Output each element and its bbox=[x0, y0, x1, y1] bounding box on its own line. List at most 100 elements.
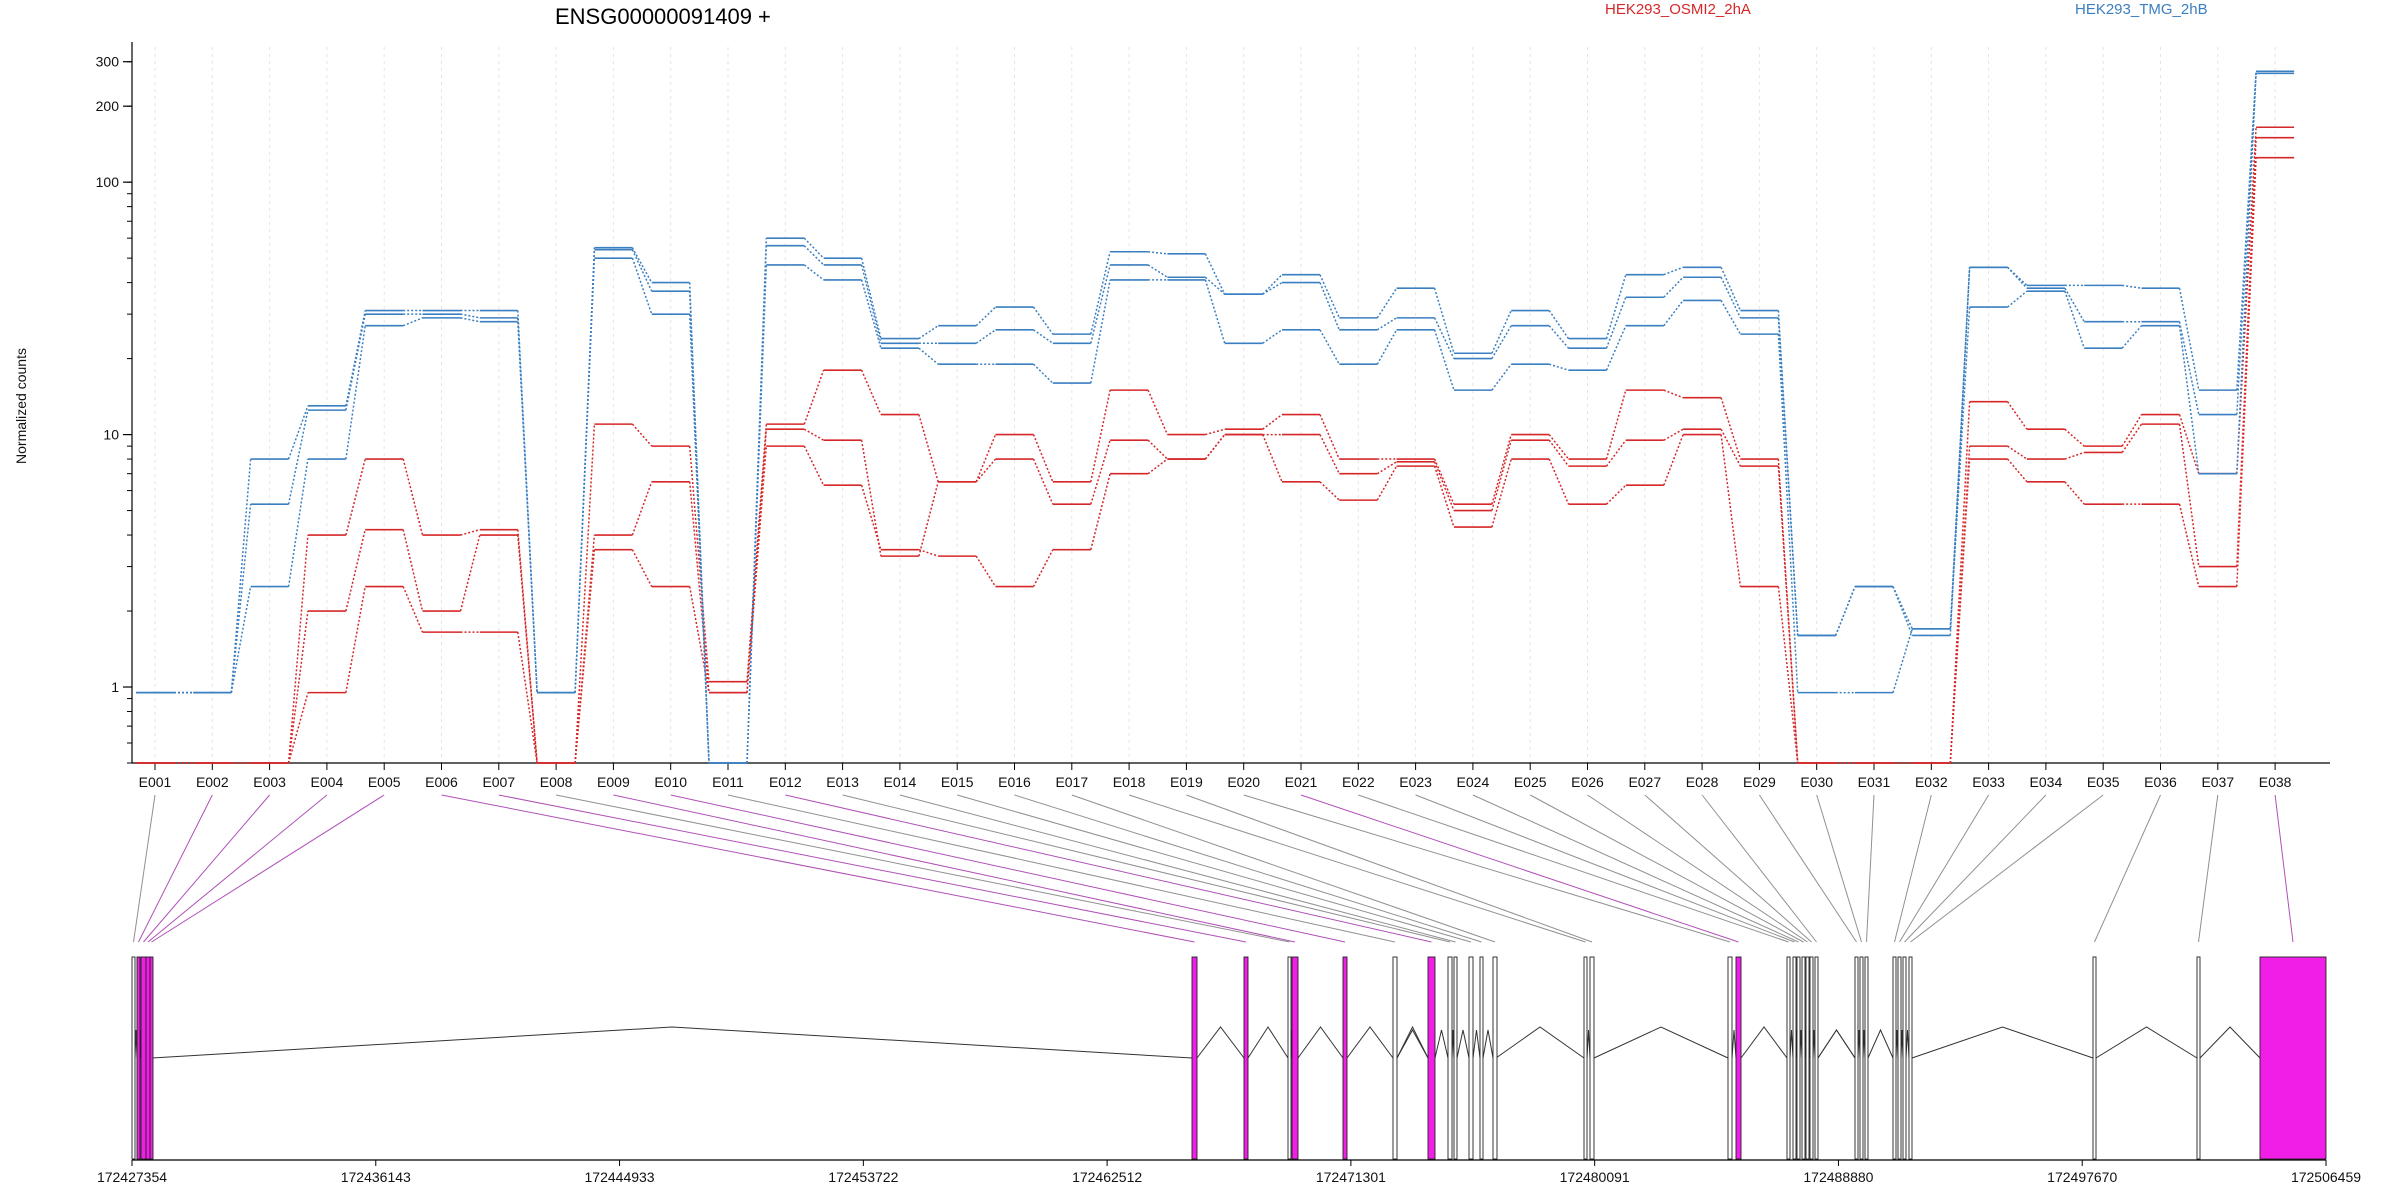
exon-connector bbox=[1071, 794, 1496, 943]
exon-highlighted bbox=[145, 956, 151, 1160]
value-transition bbox=[1032, 363, 1054, 384]
value-transition bbox=[1720, 397, 1742, 460]
x-tick-label: E015 bbox=[941, 774, 974, 790]
exon-connector bbox=[1816, 794, 1862, 943]
value-transition bbox=[2178, 504, 2200, 587]
value-transition bbox=[2236, 137, 2257, 567]
value-transition bbox=[1262, 434, 1283, 483]
value-transition bbox=[1090, 389, 1111, 482]
x-tick-label: E031 bbox=[1858, 774, 1891, 790]
value-transition bbox=[1491, 434, 1512, 505]
exon-highlighted bbox=[1243, 956, 1249, 1160]
intron-arc bbox=[2199, 1026, 2261, 1059]
value-transition bbox=[1319, 274, 1340, 319]
exon bbox=[1447, 956, 1453, 1160]
intron-arc bbox=[1911, 1026, 2094, 1059]
x-tick-label: E009 bbox=[597, 774, 630, 790]
value-transition bbox=[230, 458, 252, 693]
exon-connector bbox=[613, 794, 1296, 943]
intron-arc bbox=[1905, 1029, 1910, 1059]
value-transition bbox=[1491, 440, 1512, 511]
value-transition bbox=[631, 247, 653, 283]
value-transition bbox=[1892, 586, 1913, 636]
value-transition bbox=[1777, 586, 1799, 764]
value-transition bbox=[860, 485, 882, 550]
exon-connector bbox=[1128, 794, 1586, 943]
value-transition bbox=[1949, 459, 1971, 764]
value-transition bbox=[975, 306, 997, 327]
value-transition bbox=[1835, 586, 1856, 636]
value-transition bbox=[1720, 428, 1742, 467]
x-tick-label: E023 bbox=[1399, 774, 1432, 790]
vertical-gridlines bbox=[154, 47, 2276, 763]
exon-connector bbox=[899, 794, 1456, 943]
value-transition bbox=[860, 279, 882, 349]
exon bbox=[1792, 956, 1797, 1160]
value-transition bbox=[918, 481, 939, 557]
value-transition bbox=[1205, 428, 1225, 436]
value-transition bbox=[574, 258, 596, 693]
exon bbox=[131, 956, 136, 1160]
exon-highlighted bbox=[1427, 956, 1436, 1160]
value-transition bbox=[1777, 466, 1799, 764]
value-transition bbox=[975, 555, 997, 587]
genomic-tick-label: 172506459 bbox=[2291, 1169, 2361, 1185]
value-transition bbox=[1663, 389, 1684, 399]
intron-arc bbox=[1456, 1029, 1470, 1059]
value-transition bbox=[402, 317, 423, 327]
exon-connector bbox=[498, 794, 1247, 943]
value-transition bbox=[1491, 310, 1512, 354]
value-transition bbox=[631, 257, 653, 315]
value-transition bbox=[459, 534, 481, 612]
value-transition bbox=[2007, 266, 2028, 286]
value-transition bbox=[2121, 414, 2143, 447]
value-transition bbox=[1548, 439, 1570, 467]
exon-highlighted bbox=[1735, 956, 1742, 1160]
genomic-tick-label: 172462512 bbox=[1072, 1169, 1142, 1185]
x-tick-label: E037 bbox=[2201, 774, 2234, 790]
exon-highlighted bbox=[140, 956, 147, 1160]
exon-connector bbox=[1758, 794, 1857, 943]
intron-arc bbox=[1817, 1029, 1856, 1059]
exon bbox=[1796, 956, 1801, 1160]
value-transition bbox=[688, 481, 710, 693]
value-transition bbox=[918, 548, 939, 557]
x-tick-label: E035 bbox=[2087, 774, 2120, 790]
x-tick-label: E018 bbox=[1113, 774, 1146, 790]
value-transition bbox=[860, 440, 882, 557]
value-transition bbox=[230, 586, 252, 693]
value-transition bbox=[1663, 276, 1684, 298]
value-transition bbox=[2121, 423, 2143, 453]
value-transition bbox=[345, 586, 366, 693]
value-transition bbox=[2121, 325, 2143, 349]
value-transition bbox=[1605, 484, 1627, 505]
value-transition bbox=[460, 313, 480, 319]
y-tick-label: 200 bbox=[96, 98, 120, 114]
value-transition bbox=[1090, 279, 1111, 384]
intron-arc bbox=[1789, 1029, 1794, 1059]
exon-highlighted bbox=[136, 956, 141, 1160]
exon-connector bbox=[727, 794, 1396, 943]
value-transition bbox=[517, 321, 538, 693]
value-transition bbox=[287, 692, 309, 764]
value-transition bbox=[1032, 458, 1054, 505]
x-tick-label: E003 bbox=[253, 774, 286, 790]
value-transition bbox=[1262, 414, 1283, 430]
x-tick-label: E002 bbox=[196, 774, 229, 790]
exon-connector bbox=[1300, 794, 1739, 943]
value-transition bbox=[287, 458, 309, 587]
x-tick-label: E021 bbox=[1285, 774, 1318, 790]
value-transition bbox=[803, 445, 825, 486]
intron-arc bbox=[1346, 1026, 1394, 1059]
x-tick-label: E005 bbox=[368, 774, 401, 790]
value-transition bbox=[2007, 458, 2028, 483]
exon bbox=[1902, 956, 1907, 1160]
value-transition bbox=[1147, 458, 1168, 475]
exon bbox=[2092, 956, 2097, 1160]
value-transition bbox=[1605, 296, 1627, 349]
value-transition bbox=[1147, 439, 1168, 460]
genomic-tick-label: 172444933 bbox=[585, 1169, 655, 1185]
y-tick-label: 100 bbox=[96, 174, 120, 190]
value-transition bbox=[345, 313, 366, 411]
